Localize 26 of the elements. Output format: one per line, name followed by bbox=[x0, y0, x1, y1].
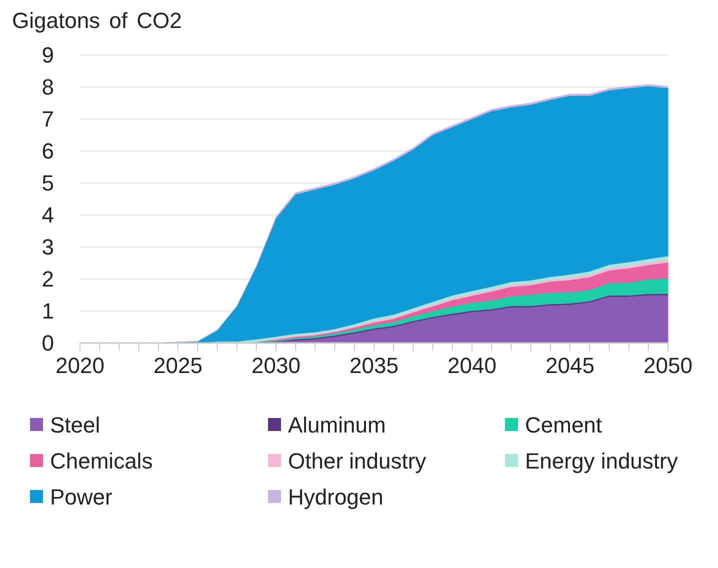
legend-label: Steel bbox=[50, 412, 100, 438]
y-tick-label: 0 bbox=[42, 330, 54, 356]
x-tick-label: 2025 bbox=[154, 353, 202, 378]
y-tick-label: 4 bbox=[42, 202, 54, 228]
y-tick-label: 1 bbox=[42, 298, 54, 324]
legend-label: Other industry bbox=[288, 448, 426, 474]
y-tick-label: 3 bbox=[42, 234, 54, 260]
x-tick-label: 2045 bbox=[546, 353, 594, 378]
x-tick-label: 2050 bbox=[644, 353, 692, 378]
y-tick-label: 7 bbox=[42, 106, 54, 132]
legend-label: Chemicals bbox=[50, 448, 153, 474]
legend-label: Power bbox=[50, 484, 112, 510]
x-tick-label: 2030 bbox=[252, 353, 300, 378]
y-axis-title: Gigatons of CO2 bbox=[12, 8, 182, 33]
y-tick-label: 9 bbox=[42, 42, 54, 68]
legend-label: Hydrogen bbox=[288, 484, 384, 510]
y-tick-label: 5 bbox=[42, 170, 54, 196]
y-tick-label: 8 bbox=[42, 74, 54, 100]
y-tick-label: 2 bbox=[42, 266, 54, 292]
legend-label: Aluminum bbox=[288, 412, 386, 438]
x-tick-label: 2035 bbox=[350, 353, 398, 378]
x-tick-label: 2040 bbox=[448, 353, 496, 378]
x-tick-label: 2020 bbox=[56, 353, 104, 378]
legend-label: Cement bbox=[525, 412, 602, 438]
y-tick-label: 6 bbox=[42, 138, 54, 164]
legend-label: Energy industry bbox=[525, 448, 678, 474]
